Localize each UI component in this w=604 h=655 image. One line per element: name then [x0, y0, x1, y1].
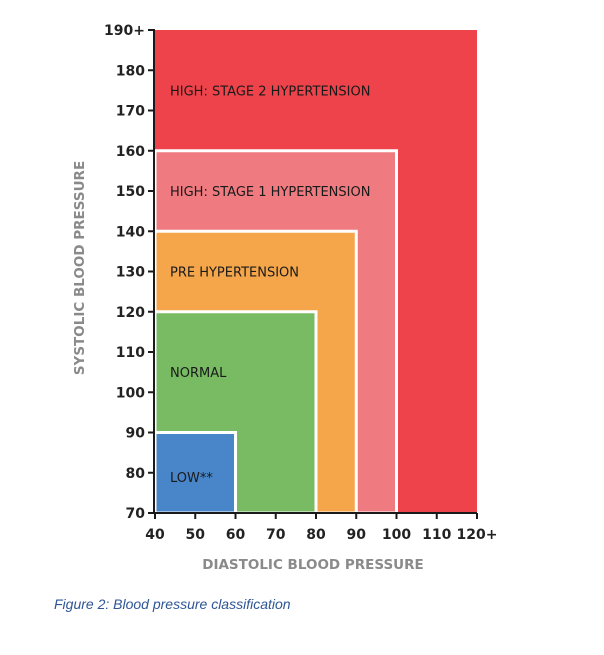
zone-label-stage1: HIGH: STAGE 1 HYPERTENSION: [170, 185, 370, 200]
y-tick-label: 150: [116, 184, 145, 200]
y-tick-label: 120: [116, 305, 145, 321]
x-tick-label: 40: [145, 527, 165, 543]
x-tick-label: 50: [186, 527, 206, 543]
y-tick-label: 90: [126, 426, 146, 442]
x-tick-label: 70: [266, 527, 286, 543]
zone-label-low: LOW**: [170, 471, 213, 486]
y-tick-label: 100: [116, 385, 145, 401]
y-tick-label: 190+: [104, 23, 145, 39]
figure-caption: Figure 2: Blood pressure classification: [54, 596, 291, 612]
zone-label-stage2: HIGH: STAGE 2 HYPERTENSION: [170, 84, 370, 99]
zone-label-pre: PRE HYPERTENSION: [170, 266, 299, 281]
y-tick-label: 140: [116, 224, 145, 240]
y-tick-label: 110: [116, 345, 145, 361]
x-tick-label: 100: [382, 527, 411, 543]
x-axis-title: DIASTOLIC BLOOD PRESSURE: [202, 557, 424, 573]
x-tick-label: 80: [306, 527, 326, 543]
zone-labels-layer: HIGH: STAGE 2 HYPERTENSION HIGH: STAGE 1 …: [170, 84, 370, 485]
x-tick-label: 120+: [457, 527, 498, 543]
axes-layer: 70 80 90 100 110 120 130 140 150 160 170 180 190+ 40 5…: [104, 23, 497, 543]
zone-label-normal: NORMAL: [170, 366, 227, 381]
x-tick-label: 110: [422, 527, 451, 543]
blood-pressure-chart: 70 80 90 100 110 120 130 140 150 160 170 180 190+ 40 5…: [72, 23, 497, 573]
y-tick-label: 160: [116, 144, 145, 160]
x-tick-label: 90: [347, 527, 367, 543]
y-tick-label: 180: [116, 63, 145, 79]
y-tick-label: 170: [116, 104, 145, 120]
zones-layer: [153, 30, 477, 515]
y-tick-label: 130: [116, 265, 145, 281]
y-tick-label: 80: [126, 466, 146, 482]
y-axis-title: SYSTOLIC BLOOD PRESSURE: [72, 161, 88, 375]
y-tick-label: 70: [126, 506, 146, 522]
x-tick-label: 60: [226, 527, 246, 543]
